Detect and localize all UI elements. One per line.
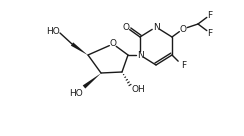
Text: F: F xyxy=(207,10,213,19)
Text: HO: HO xyxy=(46,27,60,35)
Text: HO: HO xyxy=(69,89,83,98)
Text: N: N xyxy=(153,22,159,32)
Text: O: O xyxy=(180,24,186,33)
Text: N: N xyxy=(137,50,143,60)
Text: O: O xyxy=(110,39,116,49)
Polygon shape xyxy=(83,73,101,89)
Text: F: F xyxy=(182,61,187,70)
Text: F: F xyxy=(207,29,213,38)
Polygon shape xyxy=(71,42,88,55)
Text: O: O xyxy=(122,22,130,32)
Text: OH: OH xyxy=(131,84,145,94)
